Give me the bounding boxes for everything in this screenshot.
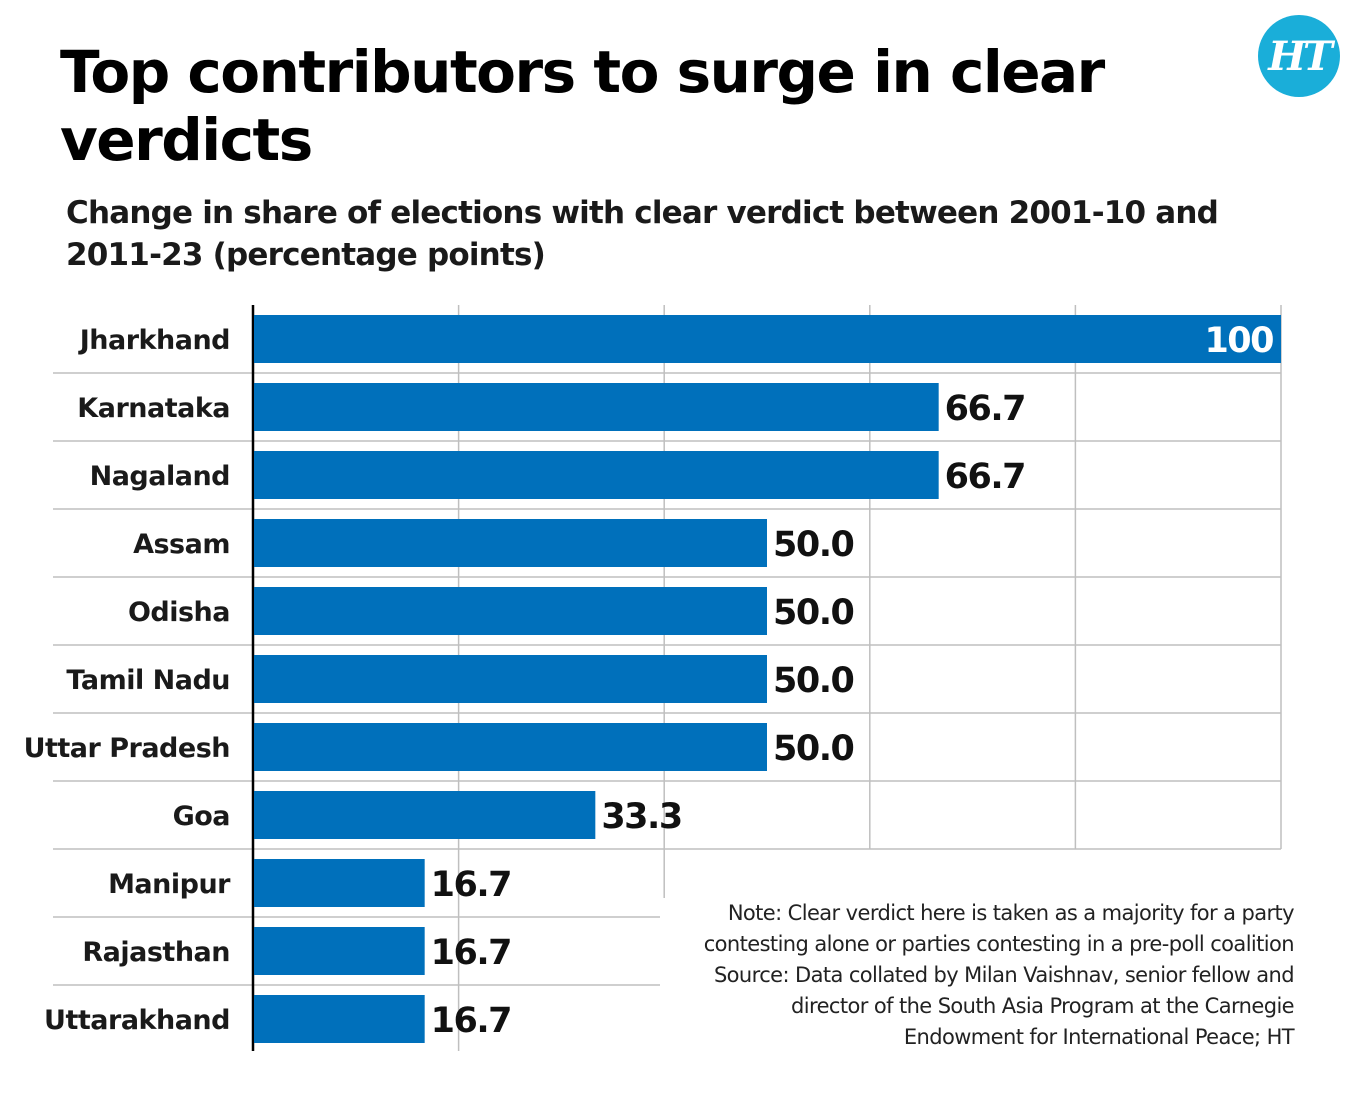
- bar: [254, 587, 767, 635]
- category-label: Goa: [173, 801, 230, 832]
- data-label: 66.7: [945, 389, 1025, 429]
- bar: [254, 927, 425, 975]
- bar: [254, 451, 939, 499]
- category-label: Karnataka: [77, 393, 230, 424]
- bar: [254, 995, 425, 1043]
- data-label: 66.7: [945, 457, 1025, 497]
- data-label: 16.7: [431, 865, 511, 905]
- bar: [254, 723, 767, 771]
- note-line: Source: Data collated by Milan Vaishnav,…: [713, 963, 1295, 987]
- data-label: 50.0: [773, 729, 854, 769]
- note-line: Note: Clear verdict here is taken as a m…: [727, 901, 1295, 925]
- bar: [254, 859, 425, 907]
- category-label: Jharkhand: [78, 325, 230, 356]
- category-label: Uttar Pradesh: [24, 733, 230, 764]
- data-label: 16.7: [431, 933, 511, 973]
- category-label: Odisha: [128, 597, 230, 628]
- bar: [254, 519, 767, 567]
- category-label: Rajasthan: [82, 937, 230, 968]
- note-line: director of the South Asia Program at th…: [791, 994, 1295, 1018]
- category-label: Manipur: [108, 869, 231, 900]
- data-label: 50.0: [773, 661, 854, 701]
- data-label: 16.7: [431, 1001, 511, 1041]
- data-label: 100: [1204, 321, 1273, 361]
- category-label: Assam: [133, 529, 230, 560]
- bar-layer: [254, 315, 1281, 1043]
- data-label: 50.0: [773, 593, 854, 633]
- label-layer: Jharkhand 100 Karnataka 66.7 Nagaland 66.7 Ass…: [24, 321, 1275, 1041]
- category-label: Tamil Nadu: [66, 665, 230, 696]
- bar: [254, 791, 596, 839]
- category-label: Nagaland: [90, 461, 230, 492]
- note-line: contesting alone or parties contesting i…: [703, 932, 1295, 956]
- bar: [254, 383, 939, 431]
- ht-logo-text: HT: [1268, 32, 1333, 80]
- data-label: 50.0: [773, 525, 854, 565]
- chart-subtitle: Change in share of elections with clear …: [66, 195, 1219, 273]
- note-line: Endowment for International Peace; HT: [903, 1025, 1295, 1049]
- ht-logo: HT: [1258, 15, 1340, 97]
- chart-title: Top contributors to surge in clear verdi…: [60, 38, 1105, 174]
- source-note: Note: Clear verdict here is taken as a m…: [660, 898, 1295, 1053]
- bar: [254, 315, 1281, 363]
- category-label: Uttarakhand: [44, 1005, 230, 1036]
- data-label: 33.3: [601, 797, 681, 837]
- bar: [254, 655, 767, 703]
